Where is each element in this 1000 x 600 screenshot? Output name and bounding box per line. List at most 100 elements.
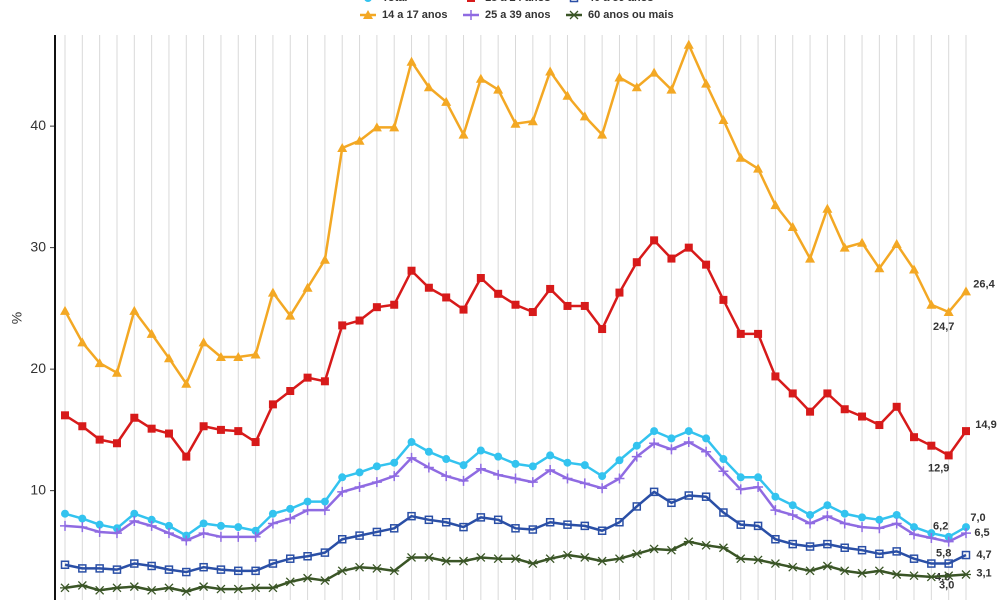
marker bbox=[406, 452, 417, 463]
marker bbox=[857, 522, 868, 533]
marker bbox=[302, 505, 313, 516]
marker bbox=[163, 583, 174, 593]
marker bbox=[909, 529, 920, 540]
marker bbox=[424, 515, 434, 525]
legend-label: 14 a 17 anos bbox=[382, 9, 447, 21]
marker bbox=[182, 452, 191, 461]
marker bbox=[371, 477, 382, 488]
data-label: 3,0 bbox=[939, 580, 954, 592]
marker bbox=[198, 337, 209, 347]
marker bbox=[319, 505, 330, 516]
marker bbox=[857, 545, 867, 555]
legend-label: 60 anos ou mais bbox=[588, 9, 674, 21]
marker bbox=[718, 115, 729, 125]
marker bbox=[338, 321, 347, 330]
marker bbox=[407, 266, 416, 275]
marker bbox=[840, 543, 849, 553]
marker bbox=[112, 565, 122, 574]
marker bbox=[545, 66, 556, 76]
marker bbox=[926, 533, 937, 544]
marker bbox=[511, 524, 520, 533]
marker bbox=[580, 301, 589, 310]
marker bbox=[129, 582, 140, 592]
marker bbox=[424, 447, 433, 456]
marker bbox=[562, 550, 573, 560]
marker bbox=[215, 351, 226, 361]
marker bbox=[267, 518, 278, 529]
marker bbox=[839, 242, 850, 252]
marker bbox=[823, 539, 832, 549]
marker bbox=[164, 521, 173, 530]
series bbox=[60, 437, 971, 547]
series bbox=[60, 487, 971, 577]
marker bbox=[303, 373, 312, 382]
marker bbox=[667, 498, 676, 508]
y-tick-label: 30 bbox=[30, 238, 46, 254]
data-label: 3,1 bbox=[976, 567, 991, 579]
marker bbox=[597, 526, 607, 535]
data-label: 26,4 bbox=[973, 278, 995, 290]
marker bbox=[268, 400, 277, 409]
legend-item: 25 a 39 anos bbox=[463, 9, 550, 21]
marker bbox=[806, 510, 815, 519]
marker bbox=[475, 553, 486, 562]
marker bbox=[701, 78, 712, 88]
marker bbox=[267, 287, 278, 297]
marker bbox=[337, 566, 348, 576]
marker bbox=[268, 559, 278, 568]
marker bbox=[303, 497, 312, 506]
marker bbox=[579, 111, 590, 121]
marker bbox=[943, 307, 954, 317]
marker bbox=[146, 520, 157, 531]
marker bbox=[770, 559, 781, 569]
marker bbox=[302, 573, 313, 583]
marker bbox=[631, 549, 642, 559]
legend-item: 60 anos ou mais bbox=[566, 9, 674, 21]
marker bbox=[77, 522, 88, 533]
marker bbox=[60, 520, 70, 531]
y-tick-label: 40 bbox=[30, 117, 46, 133]
marker bbox=[390, 458, 399, 467]
marker bbox=[111, 583, 122, 593]
marker bbox=[840, 405, 849, 414]
marker bbox=[562, 90, 573, 100]
legend-marker bbox=[466, 10, 476, 20]
marker bbox=[719, 455, 728, 464]
marker bbox=[527, 559, 538, 569]
marker bbox=[701, 492, 711, 501]
marker bbox=[632, 441, 641, 450]
marker bbox=[147, 424, 156, 433]
marker bbox=[909, 264, 920, 274]
marker bbox=[631, 82, 642, 92]
marker bbox=[234, 427, 243, 436]
marker bbox=[926, 299, 937, 309]
marker bbox=[320, 548, 330, 557]
marker bbox=[650, 427, 659, 436]
marker bbox=[459, 461, 468, 470]
marker bbox=[631, 451, 642, 462]
marker bbox=[511, 300, 520, 309]
marker bbox=[476, 274, 485, 283]
marker bbox=[406, 553, 417, 562]
marker bbox=[494, 289, 503, 298]
marker bbox=[926, 572, 937, 582]
marker bbox=[546, 284, 555, 293]
marker bbox=[891, 238, 902, 248]
marker bbox=[199, 562, 208, 572]
marker bbox=[666, 444, 677, 455]
marker bbox=[684, 427, 693, 436]
marker bbox=[805, 518, 816, 529]
marker bbox=[199, 422, 208, 431]
marker bbox=[580, 461, 589, 470]
marker bbox=[78, 514, 87, 523]
marker bbox=[319, 576, 330, 586]
marker bbox=[77, 580, 88, 590]
marker bbox=[910, 523, 919, 532]
marker bbox=[476, 446, 485, 455]
marker bbox=[891, 518, 902, 529]
marker bbox=[909, 554, 919, 563]
marker bbox=[337, 143, 348, 152]
marker bbox=[302, 282, 313, 292]
marker bbox=[753, 555, 764, 565]
